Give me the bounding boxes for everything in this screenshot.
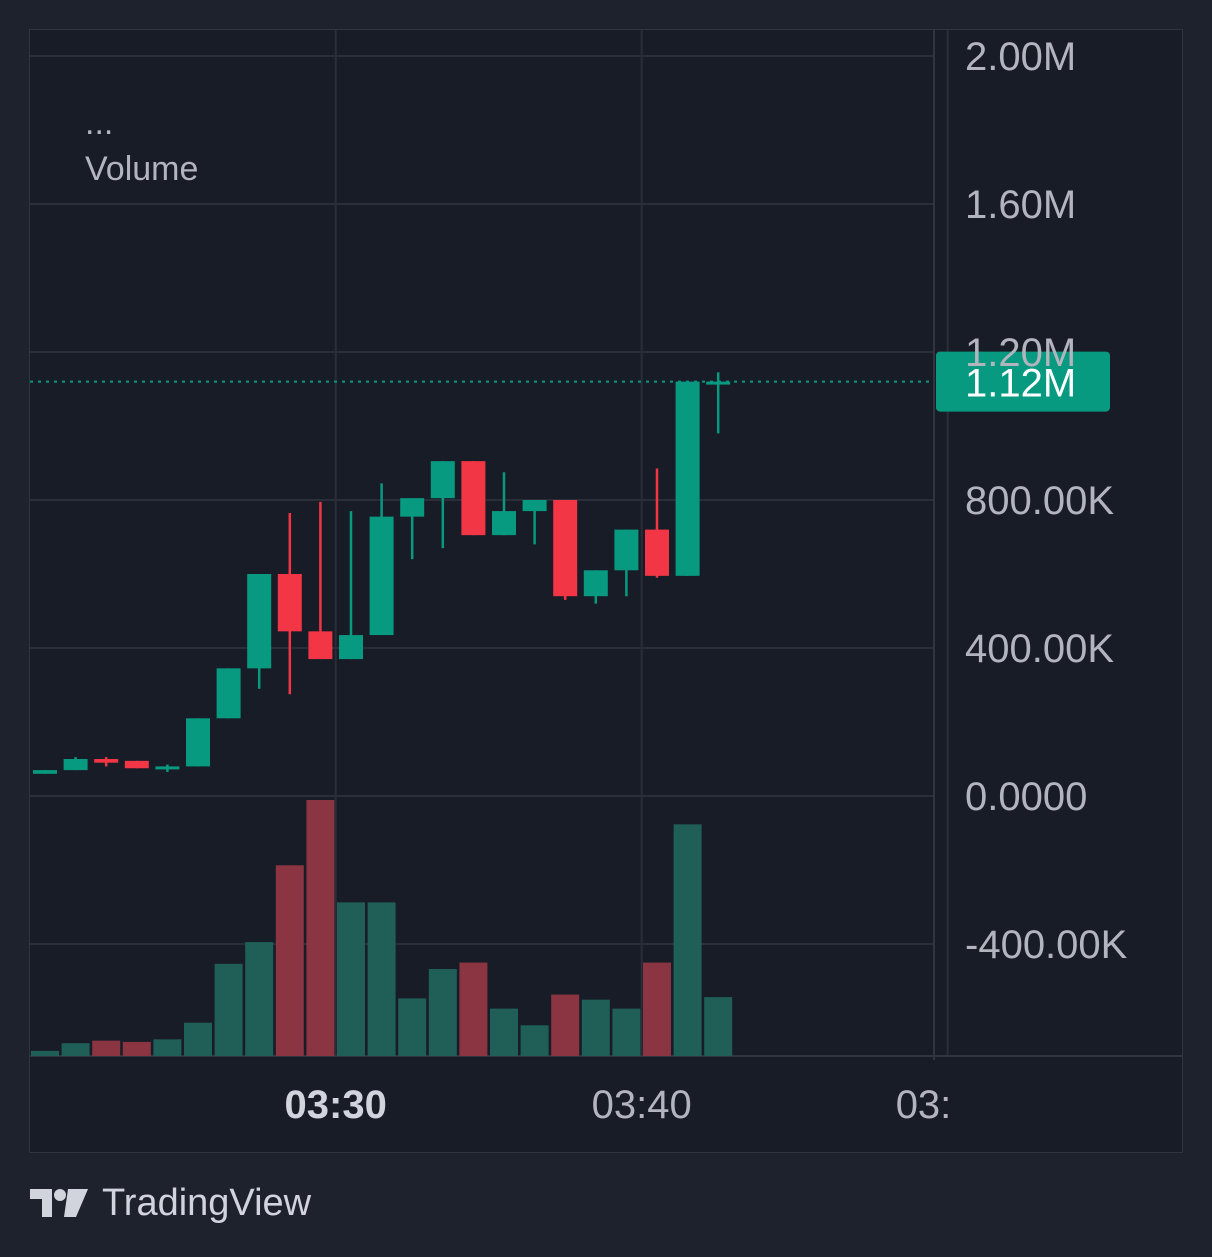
price-axis: 2.00M 1.60M 1.20M 800.00K 400.00K 0.0000 -400.… [965, 35, 1128, 967]
volume-bar [581, 999, 610, 1056]
candle-body [308, 631, 333, 660]
candle-body [706, 381, 731, 385]
candle-body [155, 766, 180, 770]
price-axis-label: 1.60M [965, 183, 1076, 227]
volume-bar [490, 1008, 518, 1056]
brand-name: TradingView [102, 1181, 312, 1224]
legend-volume-label[interactable]: Volume [85, 150, 199, 188]
price-axis-label: 1.20M [965, 331, 1076, 375]
volume-bar [337, 902, 365, 1056]
chart-pane[interactable]: 1.12M 2.00M 1.60M 1.20M 800.00K 400.00K 0.000… [29, 29, 1183, 1153]
candle-body [583, 570, 608, 597]
candle-body [339, 635, 363, 660]
volume-bar [31, 1050, 59, 1056]
volume-bar [214, 963, 243, 1056]
chart-canvas[interactable]: 1.12M 2.00M 1.60M 1.20M 800.00K 400.00K 0.000… [30, 30, 1182, 1152]
price-axis-label: 400.00K [965, 627, 1114, 671]
candle-body [675, 381, 700, 576]
volume-bar [428, 968, 457, 1056]
volume-bars [31, 800, 733, 1056]
candle-body [369, 516, 394, 636]
last-price-line: 1.12M [30, 351, 1110, 412]
volume-bar [153, 1039, 182, 1056]
candle-body [247, 574, 272, 669]
volume-bar [398, 998, 427, 1056]
price-axis-label: -400.00K [965, 923, 1128, 967]
candle-body [94, 759, 119, 763]
candle-body [33, 770, 57, 774]
time-axis-label: 03: [896, 1083, 952, 1127]
candle-body [553, 500, 578, 597]
time-axis: 03:30 03:40 03: [285, 1083, 952, 1127]
candle-body [186, 718, 210, 767]
last-price-badge [936, 351, 1110, 412]
legend-ellipsis[interactable]: ... [85, 104, 114, 142]
volume-bar [612, 1008, 641, 1056]
volume-bar [673, 824, 702, 1056]
candle-body [277, 574, 302, 632]
volume-bar [275, 865, 304, 1056]
volume-bar [122, 1041, 151, 1056]
time-axis-label: 03:30 [285, 1083, 387, 1127]
branding-footer[interactable]: TradingView [30, 1178, 311, 1228]
last-price-label: 1.12M [965, 362, 1076, 406]
price-axis-label: 800.00K [965, 479, 1114, 523]
candle-body [63, 759, 88, 771]
volume-bar [704, 997, 733, 1056]
price-axis-label: 0.0000 [965, 775, 1087, 819]
volume-bar [643, 962, 671, 1056]
candles [33, 372, 731, 774]
candle-body [461, 461, 486, 536]
candle-body [124, 760, 149, 769]
price-axis-label: 2.00M [965, 35, 1076, 79]
volume-bar [551, 994, 580, 1056]
volume-bar [306, 800, 335, 1056]
candle-body [645, 529, 669, 576]
volume-bar [184, 1022, 212, 1056]
candle-body [430, 461, 455, 499]
tradingview-logo-icon [30, 1189, 88, 1217]
candle-body [614, 529, 639, 571]
volume-bar [61, 1043, 90, 1056]
legend: ... Volume [85, 100, 198, 192]
candle-body [492, 511, 516, 536]
volume-bar [459, 962, 488, 1056]
volume-bar [367, 902, 396, 1056]
volume-bar [92, 1040, 121, 1056]
volume-bar [520, 1025, 549, 1056]
candle-body [400, 498, 425, 517]
volume-bar [245, 942, 274, 1056]
candle-body [522, 500, 547, 512]
candle-body [216, 668, 241, 719]
time-axis-label: 03:40 [592, 1083, 692, 1127]
